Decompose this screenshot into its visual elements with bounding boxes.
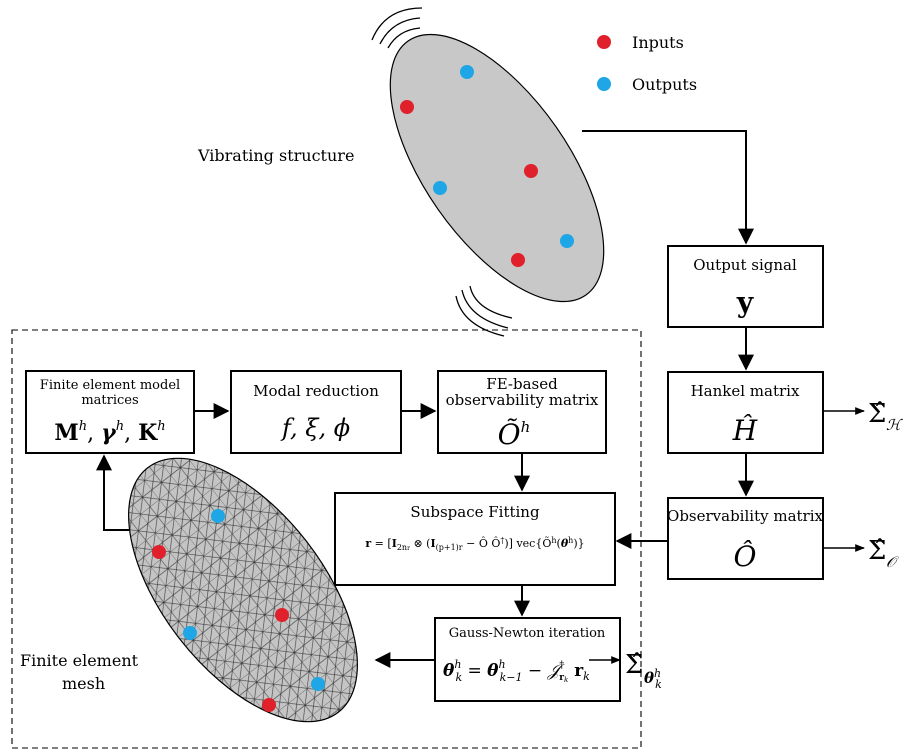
legend-outputs-label: Outputs <box>632 75 697 94</box>
structure-to-output-arrow <box>582 130 754 245</box>
input-dot <box>400 100 414 114</box>
hankel-matrix-title: Hankel matrix <box>691 382 800 400</box>
fe-mesh <box>128 457 358 723</box>
subspace-fitting-title: Subspace Fitting <box>410 503 540 521</box>
observability-matrix-title: Observability matrix <box>667 507 823 525</box>
observability-matrix-symbol: Ô <box>734 539 757 573</box>
fe-mesh-label-line2: mesh <box>62 674 105 693</box>
fe-matrices-title-line1: Finite element model <box>40 378 180 393</box>
input-dot <box>524 164 538 178</box>
gauss-newton-formula: θh k = θh k−1 − 𝒥† rk rk <box>443 658 590 684</box>
legend-input-dot <box>597 35 611 49</box>
output-dot <box>311 677 325 691</box>
gauss-newton-box: Gauss-Newton iteration θh k = θh k−1 − 𝒥† r… <box>434 617 621 702</box>
gauss-newton-title: Gauss-Newton iteration <box>449 626 606 641</box>
fe-observability-title-line2: observability matrix <box>446 391 599 409</box>
hankel-matrix-box: Hankel matrix Ĥ <box>667 371 824 454</box>
modal-reduction-symbol: f, ξ, ϕ <box>280 414 350 442</box>
output-signal-box: Output signal y <box>667 245 824 328</box>
fe-matrices-title-line2: matrices <box>81 393 138 408</box>
modal-reduction-box: Modal reduction f, ξ, ϕ <box>230 370 402 454</box>
fe-matrices-symbols: Mh, γh, Kh <box>54 419 165 446</box>
fe-model-region <box>11 329 642 749</box>
output-dot <box>560 234 574 248</box>
modal-reduction-title: Modal reduction <box>253 382 379 400</box>
vibrating-structure <box>389 33 605 303</box>
sigma-hankel-subscript: ℋ <box>886 416 903 434</box>
fe-observability-title-line1: FE-based <box>486 375 558 393</box>
output-dot <box>460 65 474 79</box>
output-dot <box>433 181 447 195</box>
subspace-fitting-box: Subspace Fitting r = [I2nr ⊗ (I(p+1)r − … <box>334 492 616 586</box>
output-dot <box>183 626 197 640</box>
legend-output-dot <box>597 77 611 91</box>
fe-observability-symbol: Õh <box>498 418 531 451</box>
sigma-theta: Σ̂ <box>625 650 643 680</box>
output-dot <box>211 509 225 523</box>
observability-matrix-box: Observability matrix Ô <box>667 497 824 580</box>
sigma-observability-subscript: 𝒪 <box>886 553 899 571</box>
input-dot <box>262 698 276 712</box>
input-dot <box>511 253 525 267</box>
sigma-observability: Σ̂ <box>868 536 886 566</box>
input-dot <box>152 545 166 559</box>
vibration-arcs-top <box>371 7 423 49</box>
fe-matrices-box: Finite element model matrices Mh, γh, Kh <box>25 370 195 454</box>
output-signal-symbol: y <box>736 286 754 319</box>
sigma-theta-subscript: θh k <box>644 667 662 691</box>
vibration-arcs-bottom <box>455 285 513 337</box>
input-dot <box>275 608 289 622</box>
subspace-fitting-formula: r = [I2nr ⊗ (I(p+1)r − Ô Ô†)] vec{Õh(θh)… <box>365 536 584 552</box>
hankel-matrix-symbol: Ĥ <box>732 414 758 447</box>
sigma-hankel: Σ̂ <box>868 399 886 429</box>
fe-mesh-label-line1: Finite element <box>20 651 139 670</box>
output-signal-title: Output signal <box>693 256 797 274</box>
vibrating-structure-label: Vibrating structure <box>197 146 354 165</box>
fe-observability-box: FE-based observability matrix Õh <box>437 370 607 454</box>
legend-inputs-label: Inputs <box>632 33 684 52</box>
